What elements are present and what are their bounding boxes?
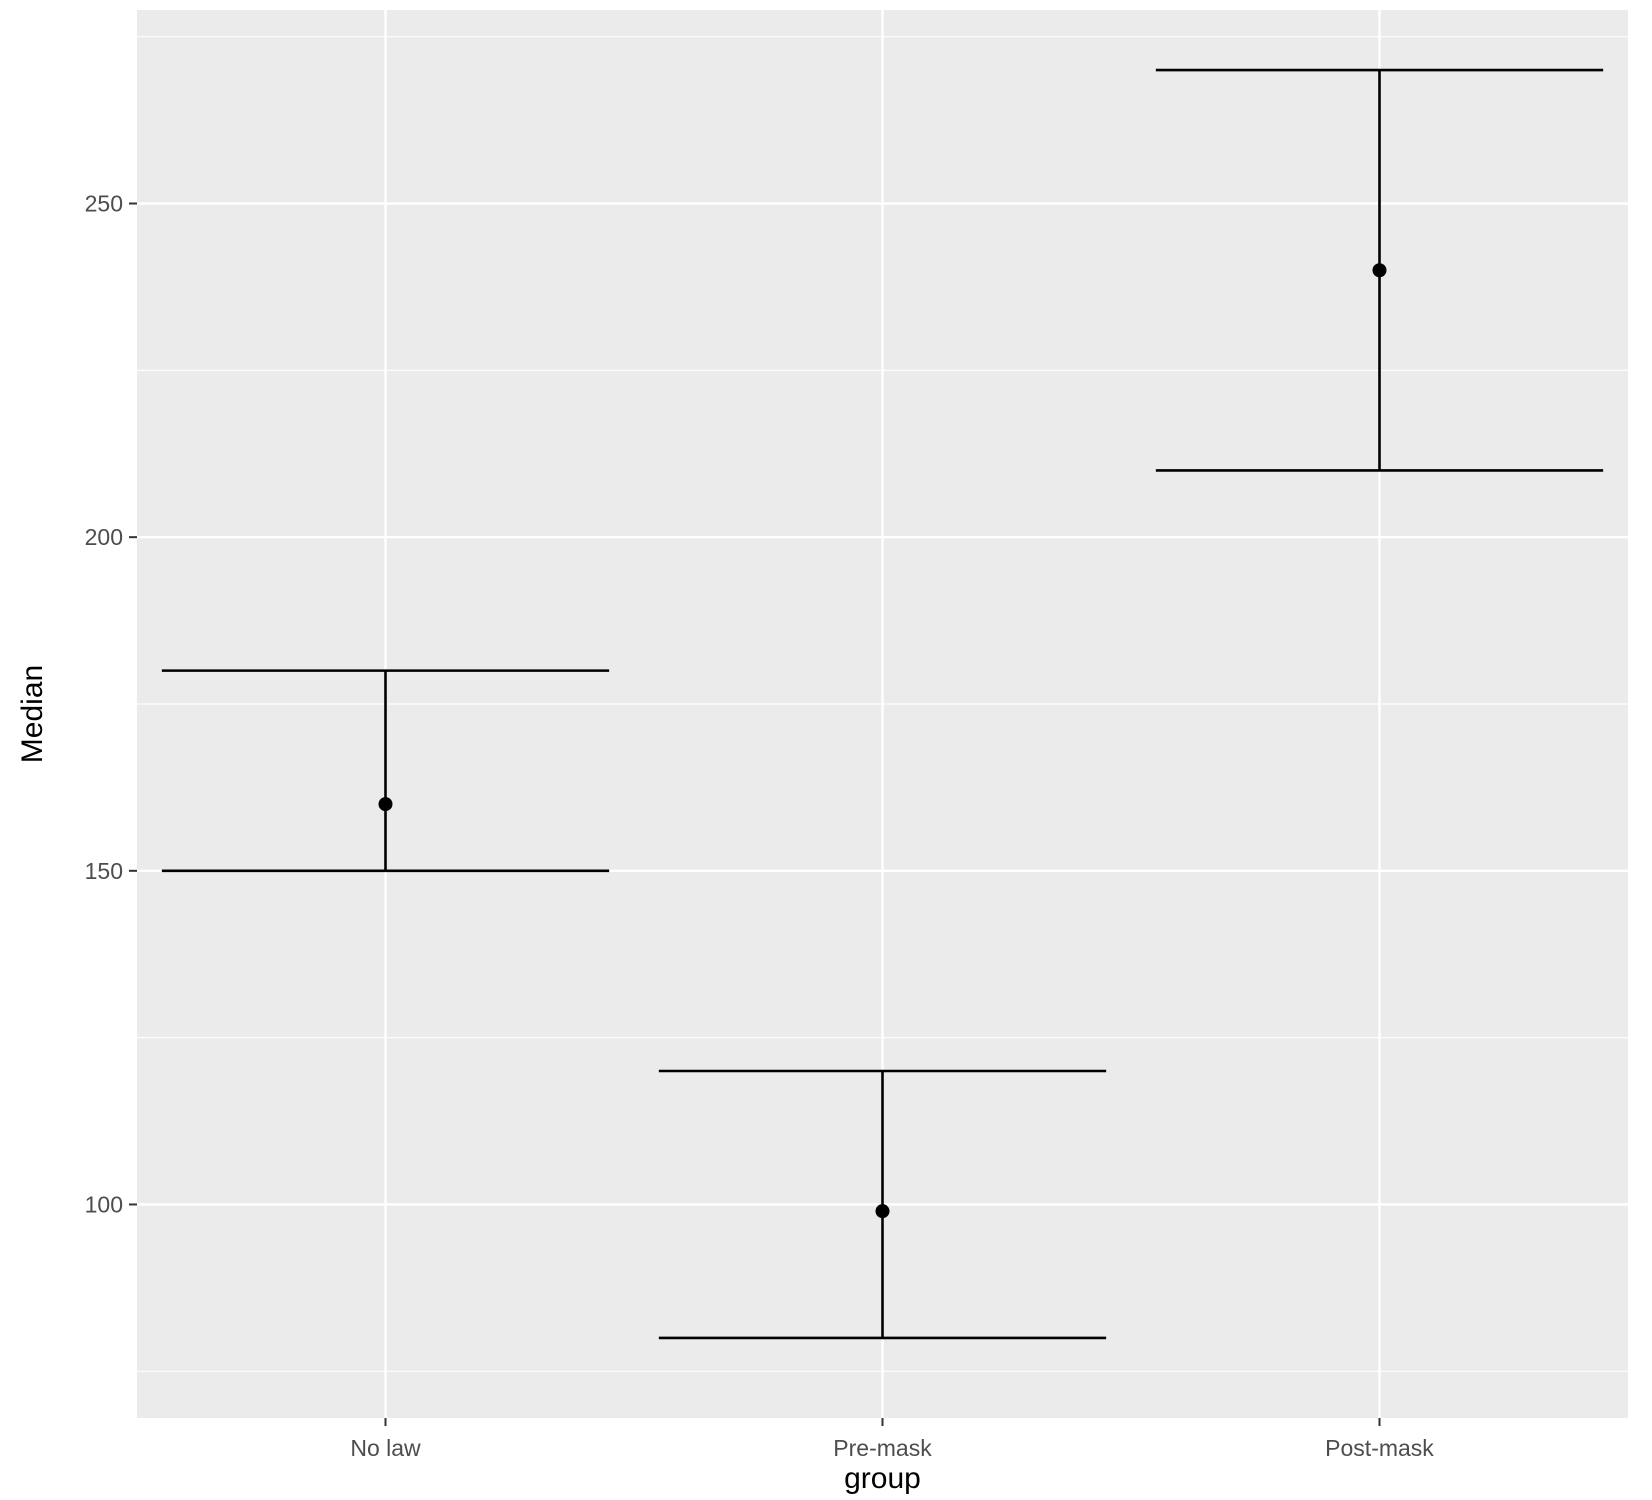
y-axis-title: Median (16, 665, 49, 763)
errorbar (161, 669, 610, 873)
y-tick-label: 250 (85, 191, 123, 217)
x-tick-label: Post-mask (1325, 1435, 1434, 1461)
y-tick-label: 150 (85, 858, 123, 884)
y-axis-ticks (129, 202, 137, 1206)
y-axis-tick-labels: 100 150 200 250 (85, 191, 123, 1218)
y-tick-label: 200 (85, 524, 123, 550)
y-tick-label: 100 (85, 1191, 123, 1217)
x-tick-label: Pre-mask (833, 1435, 932, 1461)
median-points (378, 263, 1387, 1219)
x-axis-tick-labels: No law Pre-mask Post-mask (350, 1435, 1434, 1461)
x-axis-title: group (844, 1462, 921, 1495)
median-point (1372, 263, 1387, 278)
x-axis-ticks (384, 1418, 1381, 1426)
errorbars (161, 68, 1604, 1340)
median-point (875, 1204, 890, 1219)
x-tick-label: No law (350, 1435, 421, 1461)
median-point (378, 797, 393, 812)
